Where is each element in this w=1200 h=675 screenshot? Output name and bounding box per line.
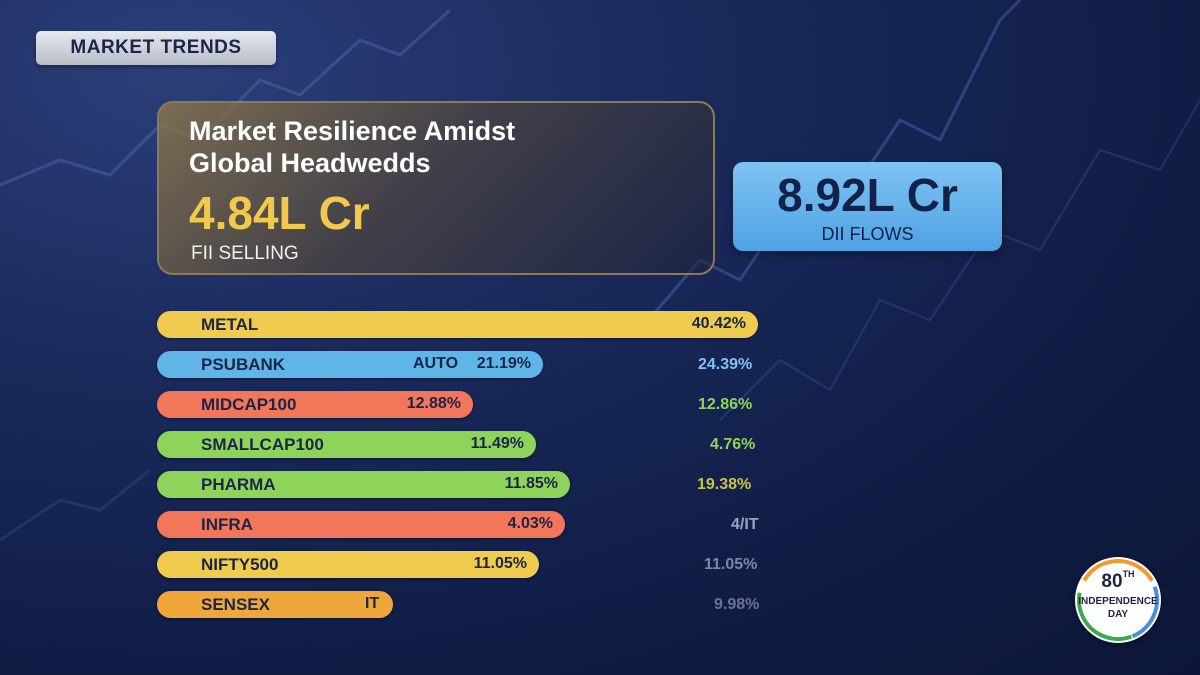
sector-side-value: 19.38% [697,476,752,493]
badge-number: 80TH [1101,569,1135,592]
dii-flows-card: 8.92L Cr DII FLOWS [733,162,1002,251]
sector-name: SENSEX [201,595,270,614]
headline-card: Market Resilience Amidst Global Headwedd… [157,101,715,275]
sector-name: PHARMA [201,475,276,494]
sector-side-value: 4.76% [710,436,756,453]
sector-value: 40.42% [691,315,746,332]
market-trends-tag: MARKET TRENDS [36,31,276,65]
sector-bar-smallcap100: SMALLCAP100 11.49% [157,431,536,458]
sector-bar-sensex: SENSEX IT [157,591,393,618]
sector-name: PSUBANK [201,355,286,374]
sector-bar-pharma: PHARMA 11.85% [157,471,570,498]
headline-title: Market Resilience Amidst Global Headwedd… [189,115,689,179]
sector-side-value: 24.39% [698,356,753,373]
sector-side-value: 11.05% [704,556,758,573]
sector-value: 11.49% [470,435,524,452]
sector-value: 11.85% [504,475,558,492]
dii-flows-value: 8.92L Cr [777,169,958,221]
sector-value: 11.05% [473,555,527,572]
sector-value: 4.03% [507,515,553,532]
sector-name: NIFTY500 [201,555,279,574]
independence-day-badge: 80TH INDEPENDENCE DAY [1075,557,1161,643]
sector-bar-psubank: PSUBANK AUTO 21.19% [157,351,543,378]
sector-bar-infra: INFRA 4.03% [157,511,565,538]
sector-value: 21.19% [476,355,531,372]
sector-bar-nifty500: NIFTY500 11.05% [157,551,539,578]
sector-name: SMALLCAP100 [201,435,324,454]
sector-extra-label: AUTO [413,355,459,372]
sector-bar-midcap100: MIDCAP100 12.88% [157,391,473,418]
headline-line-2: Global Headwedds [189,148,431,178]
sector-name: MIDCAP100 [201,395,297,414]
sector-value: 12.88% [406,395,461,412]
sector-extra-label: IT [365,595,380,612]
sector-side-value: 4/IT [731,516,759,533]
badge-line-1: INDEPENDENCE [1078,596,1158,607]
sector-name: METAL [201,315,259,334]
tricolor-ring-icon [1077,559,1159,641]
badge-line-2: DAY [1107,609,1129,620]
headline-line-1: Market Resilience Amidst [189,116,516,146]
fii-selling-label: FII SELLING [191,243,299,264]
sector-side-value: 12.86% [698,396,753,413]
sector-side-value: 9.98% [714,596,760,613]
sector-name: INFRA [201,515,253,534]
dii-flows-label: DII FLOWS [821,224,914,244]
sector-bar-metal: METAL 40.42% [157,311,758,338]
fii-selling-value: 4.84L Cr [189,187,370,239]
